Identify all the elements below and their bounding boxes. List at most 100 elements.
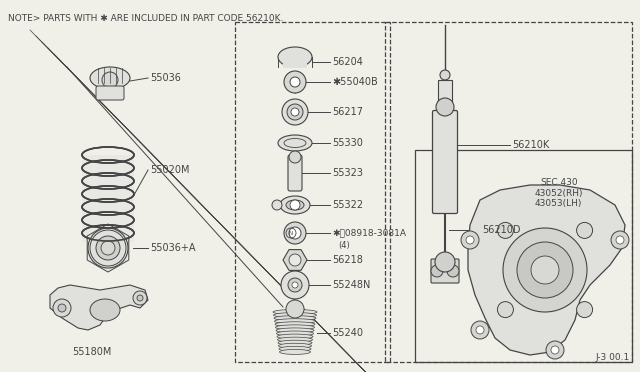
Circle shape xyxy=(96,236,120,260)
Ellipse shape xyxy=(286,200,304,210)
Text: 55323: 55323 xyxy=(332,168,363,178)
Circle shape xyxy=(440,70,450,80)
Circle shape xyxy=(447,265,459,277)
Text: 55240: 55240 xyxy=(332,328,363,338)
Circle shape xyxy=(289,227,301,239)
Ellipse shape xyxy=(280,196,310,214)
Circle shape xyxy=(284,71,306,93)
Circle shape xyxy=(102,72,118,88)
Ellipse shape xyxy=(275,322,315,327)
Circle shape xyxy=(461,231,479,249)
Text: 55248N: 55248N xyxy=(332,280,371,290)
Text: 43053(LH): 43053(LH) xyxy=(535,199,582,208)
Text: 55020M: 55020M xyxy=(150,165,189,175)
Circle shape xyxy=(101,241,115,255)
Text: 56217: 56217 xyxy=(332,107,363,117)
Text: SEC.430: SEC.430 xyxy=(540,177,578,186)
Circle shape xyxy=(281,271,309,299)
Circle shape xyxy=(58,304,66,312)
Text: 43052(RH): 43052(RH) xyxy=(535,189,584,198)
Text: 55036+A: 55036+A xyxy=(150,243,195,253)
Circle shape xyxy=(282,99,308,125)
Circle shape xyxy=(611,231,629,249)
Circle shape xyxy=(476,326,484,334)
Ellipse shape xyxy=(278,337,312,342)
Bar xyxy=(438,80,452,105)
Circle shape xyxy=(497,222,513,238)
Ellipse shape xyxy=(279,346,311,352)
Circle shape xyxy=(290,200,300,210)
Circle shape xyxy=(466,236,474,244)
Circle shape xyxy=(497,302,513,318)
Circle shape xyxy=(137,295,143,301)
Circle shape xyxy=(287,104,303,120)
Ellipse shape xyxy=(90,299,120,321)
Ellipse shape xyxy=(278,135,312,151)
Ellipse shape xyxy=(276,328,314,333)
Circle shape xyxy=(133,291,147,305)
Ellipse shape xyxy=(272,200,282,210)
Bar xyxy=(283,60,307,68)
Text: 55330: 55330 xyxy=(332,138,363,148)
Circle shape xyxy=(289,254,301,266)
Circle shape xyxy=(291,108,299,116)
Circle shape xyxy=(577,222,593,238)
Polygon shape xyxy=(468,185,625,355)
Text: 56210D: 56210D xyxy=(482,225,520,235)
Text: 56210K: 56210K xyxy=(512,140,549,150)
Text: 56204: 56204 xyxy=(332,57,363,67)
Ellipse shape xyxy=(273,310,317,314)
Circle shape xyxy=(53,299,71,317)
Text: N: N xyxy=(289,231,293,235)
Circle shape xyxy=(289,151,301,163)
Circle shape xyxy=(436,98,454,116)
Polygon shape xyxy=(50,285,148,330)
Circle shape xyxy=(503,228,587,312)
Ellipse shape xyxy=(275,325,314,330)
Circle shape xyxy=(435,252,455,272)
Ellipse shape xyxy=(280,349,310,355)
Circle shape xyxy=(517,242,573,298)
Circle shape xyxy=(288,278,302,292)
Circle shape xyxy=(546,341,564,359)
Circle shape xyxy=(286,300,304,318)
Circle shape xyxy=(292,282,298,288)
Ellipse shape xyxy=(278,340,312,345)
Circle shape xyxy=(290,77,300,87)
FancyBboxPatch shape xyxy=(431,259,459,283)
Ellipse shape xyxy=(278,47,312,67)
Text: 55036: 55036 xyxy=(150,73,181,83)
Polygon shape xyxy=(283,250,307,270)
Bar xyxy=(385,22,632,362)
Text: ✱55040B: ✱55040B xyxy=(332,77,378,87)
Bar xyxy=(415,150,632,362)
Circle shape xyxy=(88,228,128,268)
Polygon shape xyxy=(87,224,129,272)
Text: 55322: 55322 xyxy=(332,200,363,210)
Bar xyxy=(235,22,390,362)
Text: NOTE> PARTS WITH ✱ ARE INCLUDED IN PART CODE 56210K.: NOTE> PARTS WITH ✱ ARE INCLUDED IN PART … xyxy=(8,14,284,23)
Circle shape xyxy=(551,346,559,354)
Circle shape xyxy=(103,243,113,253)
Circle shape xyxy=(284,222,306,244)
Ellipse shape xyxy=(277,334,313,339)
Circle shape xyxy=(577,302,593,318)
Ellipse shape xyxy=(90,67,130,89)
Text: (4): (4) xyxy=(338,241,349,250)
Ellipse shape xyxy=(278,343,312,348)
Text: 55180M: 55180M xyxy=(72,347,111,357)
Text: 56218: 56218 xyxy=(332,255,363,265)
Ellipse shape xyxy=(274,316,316,321)
Circle shape xyxy=(616,236,624,244)
Bar xyxy=(82,155,134,242)
FancyBboxPatch shape xyxy=(433,110,458,214)
Ellipse shape xyxy=(276,331,314,336)
Ellipse shape xyxy=(273,312,317,318)
Circle shape xyxy=(531,256,559,284)
Circle shape xyxy=(471,321,489,339)
Text: ✱Ⓝ08918-3081A: ✱Ⓝ08918-3081A xyxy=(332,228,406,237)
FancyBboxPatch shape xyxy=(288,155,302,191)
FancyBboxPatch shape xyxy=(96,86,124,100)
Ellipse shape xyxy=(275,319,316,324)
Circle shape xyxy=(431,265,443,277)
